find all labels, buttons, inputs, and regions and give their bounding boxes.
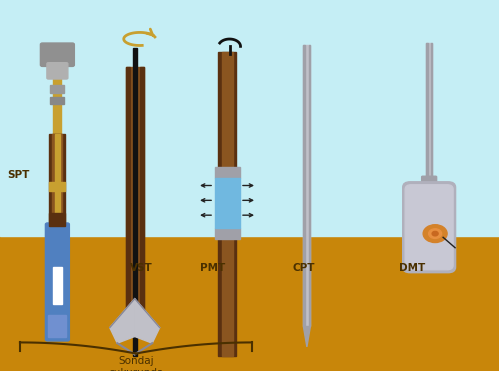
- Bar: [426, 43, 432, 178]
- Text: VST: VST: [130, 263, 153, 273]
- FancyBboxPatch shape: [45, 223, 69, 341]
- FancyBboxPatch shape: [405, 185, 453, 270]
- Bar: [55, 134, 60, 334]
- Polygon shape: [110, 299, 135, 343]
- Bar: [215, 178, 240, 228]
- FancyBboxPatch shape: [403, 182, 456, 273]
- Bar: [126, 67, 144, 334]
- Bar: [52, 134, 62, 334]
- Bar: [48, 315, 66, 337]
- Bar: [309, 45, 310, 326]
- Text: CPT: CPT: [293, 263, 315, 273]
- Bar: [126, 67, 130, 334]
- Bar: [133, 48, 137, 356]
- Bar: [49, 134, 65, 334]
- Text: PMT: PMT: [200, 263, 225, 273]
- Bar: [49, 213, 65, 226]
- Bar: [53, 74, 61, 237]
- Bar: [431, 43, 432, 178]
- Circle shape: [429, 229, 442, 239]
- Bar: [215, 228, 240, 239]
- Bar: [50, 85, 64, 93]
- Circle shape: [423, 225, 447, 243]
- Bar: [303, 45, 310, 326]
- Bar: [49, 182, 65, 191]
- Text: Sondaj
cukurunda: Sondaj cukurunda: [108, 356, 164, 371]
- Bar: [140, 67, 144, 334]
- Bar: [426, 43, 428, 178]
- Bar: [303, 45, 305, 326]
- Bar: [50, 97, 64, 104]
- Bar: [218, 52, 236, 356]
- Bar: [0, 236, 499, 371]
- Polygon shape: [135, 299, 160, 343]
- Polygon shape: [303, 326, 310, 347]
- Bar: [222, 52, 233, 356]
- FancyBboxPatch shape: [40, 43, 74, 66]
- FancyBboxPatch shape: [47, 63, 68, 79]
- Bar: [53, 267, 62, 304]
- Text: DMT: DMT: [399, 263, 426, 273]
- Circle shape: [432, 232, 438, 236]
- Text: SPT: SPT: [7, 170, 30, 180]
- Bar: [0, 0, 499, 236]
- Bar: [215, 167, 240, 178]
- FancyBboxPatch shape: [422, 176, 437, 188]
